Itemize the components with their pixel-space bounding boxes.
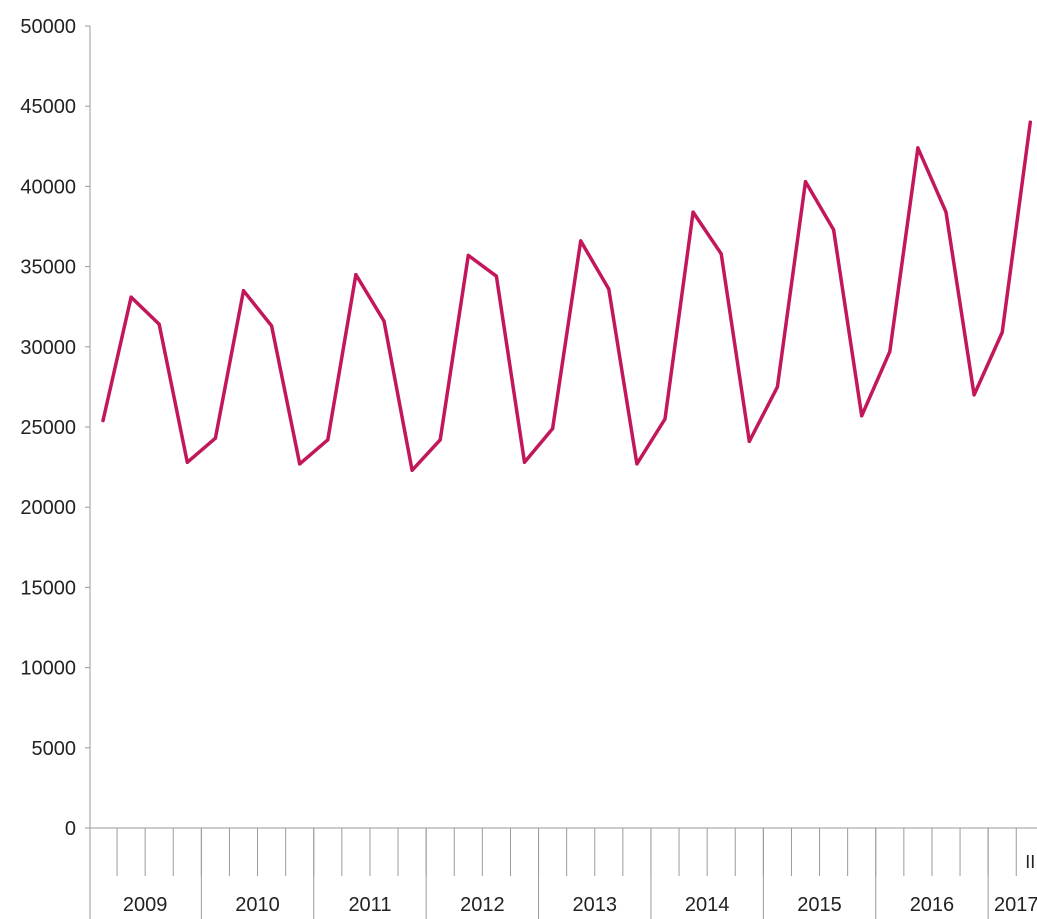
data-point — [1000, 330, 1004, 334]
data-point — [888, 350, 892, 354]
data-point — [1028, 120, 1032, 124]
y-tick-label: 45000 — [20, 96, 76, 118]
data-point — [635, 462, 639, 466]
data-point — [916, 146, 920, 150]
series-line — [101, 120, 1033, 473]
y-tick-label: 35000 — [20, 257, 76, 279]
data-point — [241, 289, 246, 293]
y-tick-label: 0 — [65, 818, 76, 840]
data-point — [326, 438, 330, 442]
series-layer — [101, 120, 1033, 473]
data-point — [382, 319, 386, 323]
data-point — [466, 253, 470, 257]
data-point — [944, 210, 948, 214]
y-tick-label: 50000 — [20, 16, 76, 38]
y-tick-label: 20000 — [20, 497, 76, 519]
quarter-label: II — [1025, 852, 1035, 872]
y-tick-label: 30000 — [20, 337, 76, 359]
data-point — [691, 210, 695, 214]
y-tick-label: 40000 — [20, 176, 76, 198]
year-label: 2011 — [348, 894, 391, 916]
y-tick-label: 25000 — [20, 417, 76, 439]
data-point — [663, 417, 667, 421]
year-label: 2012 — [460, 894, 505, 916]
data-point — [185, 460, 189, 464]
year-label: 2015 — [797, 894, 842, 916]
year-label: 2014 — [685, 894, 730, 916]
year-label: 2013 — [573, 894, 618, 916]
y-tick-label: 5000 — [32, 738, 77, 760]
y-axis: 0 5000 10000 15000 20000 25000 30000 35000 40000… — [20, 16, 91, 919]
y-tick-label: 15000 — [20, 577, 76, 599]
data-point — [410, 468, 414, 472]
year-label: 2009 — [123, 894, 168, 916]
data-point — [354, 273, 358, 277]
data-point — [832, 228, 836, 232]
data-point — [579, 239, 583, 243]
data-point — [775, 385, 780, 389]
data-point — [213, 436, 217, 440]
data-point — [298, 462, 302, 466]
data-point — [607, 287, 611, 291]
data-point — [438, 438, 442, 442]
data-point — [747, 439, 751, 444]
data-point — [129, 295, 133, 299]
year-label: 2010 — [235, 894, 280, 916]
data-point — [270, 324, 274, 328]
data-point — [157, 322, 161, 326]
data-point — [522, 460, 527, 464]
data-point — [972, 393, 976, 397]
y-tick-label: 10000 — [20, 658, 76, 680]
data-point — [719, 252, 723, 256]
x-axis: II 2009 2010 2011 2012 2013 2014 2015 2016 2017 — [85, 827, 1037, 919]
data-point — [803, 179, 808, 184]
data-point — [101, 418, 105, 423]
data-point — [860, 414, 864, 418]
data-point — [551, 427, 555, 431]
data-point — [494, 274, 498, 278]
year-label: 2016 — [910, 894, 955, 916]
year-label: 2017 — [994, 894, 1037, 916]
